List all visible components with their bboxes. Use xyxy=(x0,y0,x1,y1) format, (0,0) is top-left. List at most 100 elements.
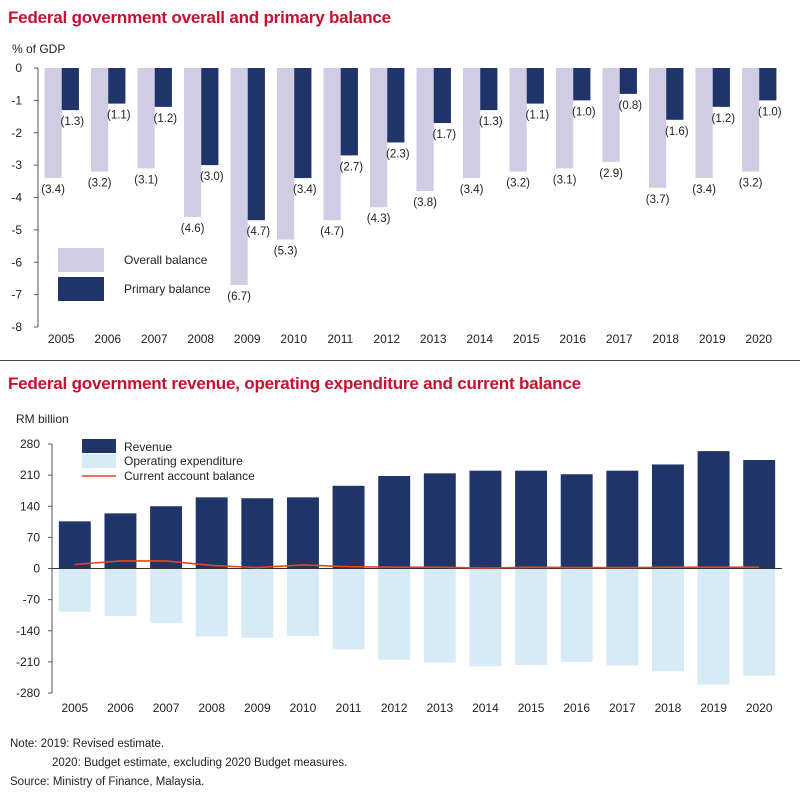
revenue-bar xyxy=(743,460,776,569)
overall-bar xyxy=(416,68,434,192)
revenue-bar xyxy=(515,470,548,569)
legend-swatch-overall xyxy=(58,248,104,272)
y-tick-label: -280 xyxy=(16,686,40,700)
revenue-bar xyxy=(104,513,137,569)
overall-bar xyxy=(695,68,713,179)
primary-value-label: (0.8) xyxy=(618,100,642,112)
x-tick-label: 2015 xyxy=(518,701,545,715)
x-tick-label: 2008 xyxy=(187,332,214,346)
x-tick-label: 2007 xyxy=(153,701,180,715)
revenue-bar xyxy=(286,497,319,569)
overall-value-label: (4.6) xyxy=(181,223,205,235)
overall-value-label: (2.9) xyxy=(599,168,623,180)
revenue-bar xyxy=(378,476,411,569)
legend-label-current: Current account balance xyxy=(124,469,255,483)
x-tick-label: 2018 xyxy=(652,332,679,346)
overall-bar xyxy=(44,68,62,179)
primary-value-label: (3.4) xyxy=(293,184,317,196)
x-tick-label: 2017 xyxy=(609,701,636,715)
y-tick-label: 0 xyxy=(15,61,22,75)
note-line-1: Note: 2019: Revised estimate. xyxy=(10,738,165,750)
opex-bar xyxy=(286,568,319,637)
opex-bar xyxy=(150,568,183,624)
opex-bar xyxy=(697,568,730,685)
x-tick-label: 2014 xyxy=(466,332,493,346)
current-balance-line xyxy=(74,560,760,569)
y-tick-label: -2 xyxy=(11,126,22,140)
overall-bar xyxy=(509,68,527,172)
primary-value-label: (1.0) xyxy=(758,106,782,118)
primary-bar xyxy=(340,68,358,156)
overall-value-label: (3.2) xyxy=(506,178,530,190)
revenue-bar xyxy=(697,451,730,569)
overall-bar xyxy=(323,68,341,221)
x-tick-label: 2020 xyxy=(746,701,773,715)
x-tick-label: 2017 xyxy=(606,332,633,346)
opex-bar xyxy=(195,568,228,637)
note-line-2: 2020: Budget estimate, excluding 2020 Bu… xyxy=(52,757,348,769)
x-tick-label: 2018 xyxy=(655,701,682,715)
x-tick-label: 2009 xyxy=(234,332,261,346)
overall-bar xyxy=(556,68,574,169)
opex-bar xyxy=(332,568,365,650)
overall-bar xyxy=(230,68,248,285)
revenue-bar xyxy=(469,470,502,569)
x-tick-label: 2013 xyxy=(420,332,447,346)
legend-swatch-primary xyxy=(58,277,104,301)
overall-value-label: (3.2) xyxy=(739,178,763,190)
overall-value-label: (3.2) xyxy=(88,178,112,190)
x-tick-label: 2006 xyxy=(94,332,121,346)
overall-value-label: (3.7) xyxy=(646,194,670,206)
opex-bar xyxy=(515,568,548,665)
y-tick-label: -4 xyxy=(11,191,22,205)
revenue-chart: RM billion 280 210 140 70 0 -70 -140 -210 -280 200… xyxy=(16,412,782,715)
overall-value-label: (5.3) xyxy=(274,246,298,258)
primary-bar xyxy=(759,68,777,101)
opex-bar xyxy=(606,568,639,666)
primary-bar xyxy=(573,68,591,101)
overall-value-label: (3.4) xyxy=(460,184,484,196)
x-tick-label: 2008 xyxy=(198,701,225,715)
primary-bar xyxy=(526,68,544,104)
primary-value-label: (1.6) xyxy=(665,126,689,138)
x-tick-label: 2016 xyxy=(559,332,586,346)
y-tick-label: -6 xyxy=(11,255,22,269)
opex-bar xyxy=(469,568,502,667)
legend-swatch-revenue xyxy=(82,439,116,453)
x-tick-label: 2016 xyxy=(563,701,590,715)
chart2-title: Federal government revenue, operating ex… xyxy=(8,374,581,393)
primary-bar xyxy=(247,68,265,221)
balance-chart: % of GDP 0 -1 -2 -3 -4 -5 -6 -7 -8 (3.4) (1.3) 2005 (… xyxy=(11,42,782,346)
chart1-title: Federal government overall and primary b… xyxy=(8,8,391,27)
x-tick-label: 2010 xyxy=(290,701,317,715)
overall-bar xyxy=(649,68,667,188)
notes: Note: 2019: Revised estimate. 2020: Budg… xyxy=(10,735,347,792)
primary-bar xyxy=(294,68,312,179)
revenue-bar xyxy=(332,485,365,569)
primary-value-label: (1.1) xyxy=(107,110,131,122)
primary-bar xyxy=(619,68,637,94)
x-tick-label: 2006 xyxy=(107,701,134,715)
opex-bar xyxy=(378,568,411,660)
revenue-bar xyxy=(423,473,456,569)
y-axis-unit: % of GDP xyxy=(12,42,65,56)
y-tick-label: 70 xyxy=(27,530,41,544)
opex-bar xyxy=(651,568,684,672)
overall-bar xyxy=(91,68,109,172)
x-tick-label: 2013 xyxy=(426,701,453,715)
primary-value-label: (1.0) xyxy=(572,106,596,118)
revenue-bar xyxy=(241,498,274,569)
revenue-bar xyxy=(150,506,183,569)
overall-bar xyxy=(742,68,760,172)
x-tick-label: 2011 xyxy=(336,701,362,715)
primary-value-label: (1.2) xyxy=(153,113,177,125)
primary-bar xyxy=(480,68,498,111)
overall-value-label: (3.1) xyxy=(134,174,158,186)
y-tick-label: -70 xyxy=(23,593,41,607)
x-tick-label: 2005 xyxy=(48,332,75,346)
overall-bar xyxy=(277,68,295,240)
primary-value-label: (1.1) xyxy=(525,110,549,122)
y-tick-label: -3 xyxy=(11,158,22,172)
x-tick-label: 2005 xyxy=(61,701,88,715)
y-tick-label: -140 xyxy=(16,624,40,638)
